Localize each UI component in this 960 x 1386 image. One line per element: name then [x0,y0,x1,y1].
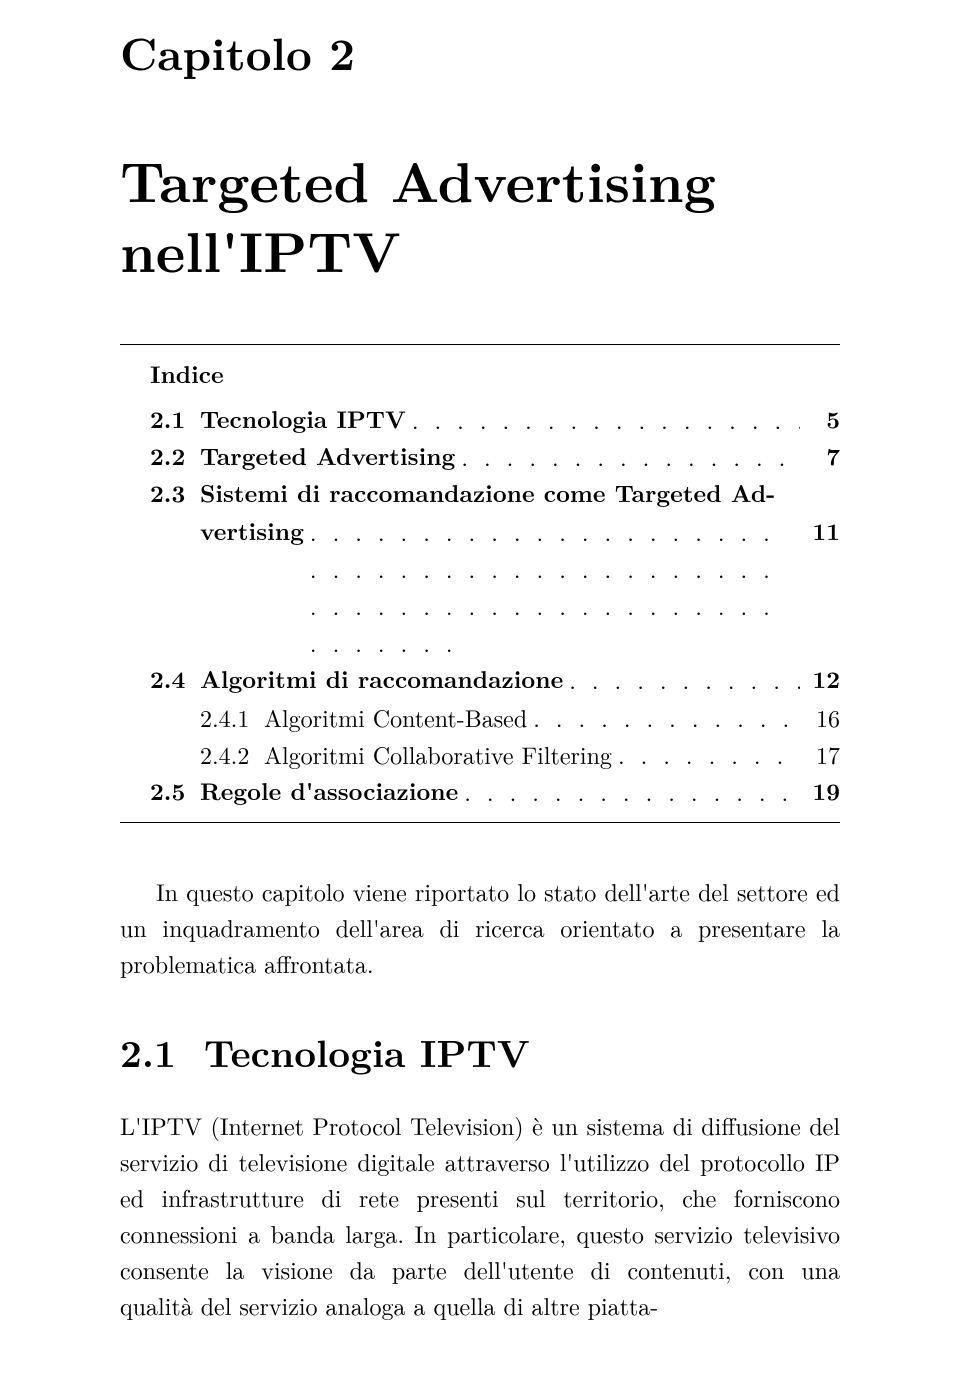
toc-indent [150,513,200,662]
toc-entry-page: 11 [800,513,840,662]
chapter-title-line1: Targeted Advertising [120,139,716,219]
section-body-text: L'IPTV (Internet Protocol Television) è … [120,1108,840,1322]
toc-leader-dots [406,401,800,438]
toc-entry: 2.4.2Algoritmi Collaborative Filtering 17 [120,736,840,773]
toc-leader-dots [563,661,800,698]
toc-box: Indice 2.1Tecnologia IPTV52.2Targeted Ad… [120,344,840,823]
toc-entry-label-cont: vertising [200,513,304,662]
toc-leader-dots [458,773,800,810]
toc-entry: 2.5Regole d'associazione 19 [120,773,840,810]
toc-entry-number: 2.3 [150,475,200,512]
toc-entry-number: 2.4.2 [200,736,264,773]
toc-entry-continuation: vertising 11 [120,513,840,662]
toc-entry-label: Sistemi di raccomandazione come Targeted… [200,475,775,512]
section-title: Tecnologia IPTV [204,1025,530,1079]
toc-leader-dots [455,438,800,475]
toc-entry: 2.1Tecnologia IPTV 5 [120,401,840,438]
page: Capitolo 2 Targeted Advertising nell'IPT… [0,0,960,1363]
intro-paragraph: In questo capitolo viene riportato lo st… [120,873,840,981]
toc-entry-label: Tecnologia IPTV [200,401,406,438]
chapter-title-line2: nell'IPTV [120,209,401,289]
toc-entry: 2.3Sistemi di raccomandazione come Targe… [120,475,840,512]
toc-entry-number: 2.4.1 [200,699,264,736]
toc-entry-number: 2.5 [150,773,200,810]
toc-heading: Indice [120,357,840,391]
section-body: L'IPTV (Internet Protocol Television) è … [120,1107,840,1323]
toc-entry-label: Algoritmi Collaborative Filtering [264,736,612,773]
toc-entry-label: Algoritmi di raccomandazione [200,661,563,698]
toc-entries: 2.1Tecnologia IPTV52.2Targeted Advertisi… [120,401,840,810]
chapter-label: Capitolo 2 [120,20,840,84]
toc-entry-page: 5 [800,401,840,438]
toc-leader-dots [304,513,800,662]
toc-entry-label: Targeted Advertising [200,438,455,475]
toc-entry: 2.4.1Algoritmi Content-Based 16 [120,699,840,736]
section-heading: 2.1 Tecnologia IPTV [120,1025,840,1079]
toc-entry: 2.4Algoritmi di raccomandazione 12 [120,661,840,698]
toc-entry-number: 2.4 [150,661,200,698]
toc-entry-label: Regole d'associazione [200,773,458,810]
toc-entry-page: 19 [800,773,840,810]
toc-entry-page: 16 [800,699,840,736]
toc-entry-number: 2.1 [150,401,200,438]
toc-entry-page: 12 [800,661,840,698]
section-number: 2.1 [120,1025,176,1079]
toc-entry-page: 7 [800,438,840,475]
toc-leader-dots [612,736,800,773]
toc-entry-page: 17 [800,736,840,773]
toc-leader-dots [527,699,800,736]
intro-text: In questo capitolo viene riportato lo st… [120,874,840,980]
toc-entry-label: Algoritmi Content-Based [264,699,527,736]
chapter-title: Targeted Advertising nell'IPTV [120,144,840,284]
toc-entry-number: 2.2 [150,438,200,475]
toc-entry: 2.2Targeted Advertising 7 [120,438,840,475]
